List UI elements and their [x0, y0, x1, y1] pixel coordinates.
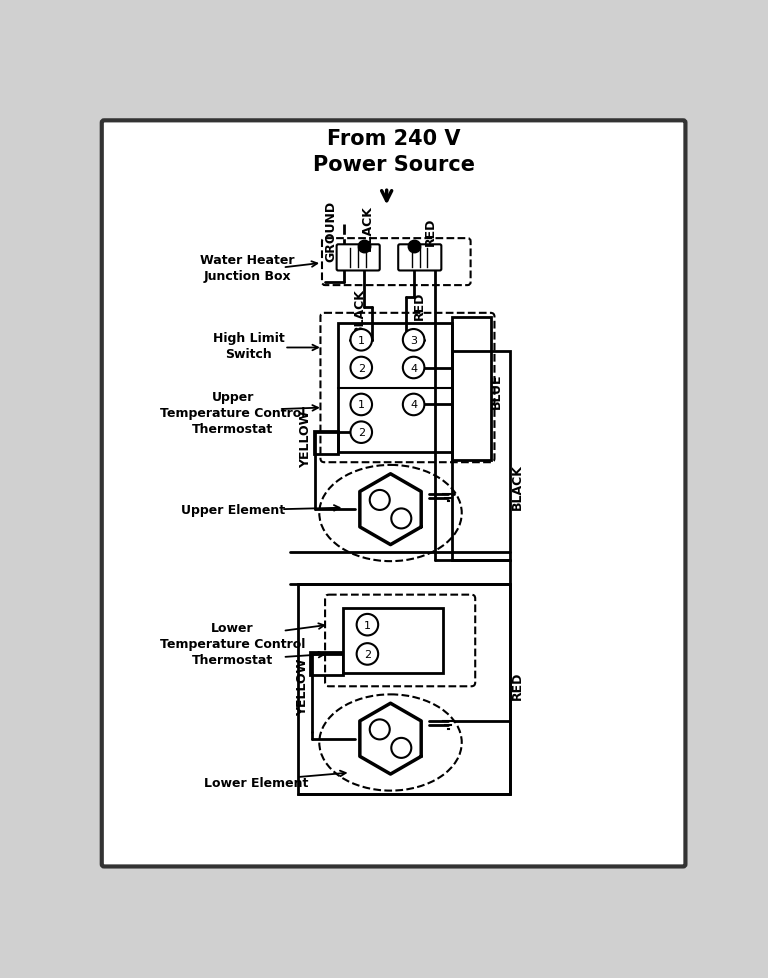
Text: 2: 2	[358, 363, 365, 374]
Bar	[298, 584, 510, 794]
Circle shape	[391, 738, 412, 758]
Circle shape	[350, 330, 372, 351]
Text: Lower Element: Lower Element	[204, 777, 308, 789]
Circle shape	[356, 644, 378, 665]
Text: 1: 1	[358, 400, 365, 410]
Bar	[310, 652, 343, 675]
Circle shape	[391, 509, 412, 529]
Text: RED: RED	[511, 671, 524, 699]
Circle shape	[356, 614, 378, 636]
Text: 2: 2	[358, 427, 365, 438]
Text: BLUE: BLUE	[490, 373, 503, 408]
Text: Water Heater
Junction Box: Water Heater Junction Box	[200, 253, 295, 283]
Circle shape	[403, 330, 425, 351]
Text: YELLOW: YELLOW	[296, 658, 310, 715]
Text: BLACK: BLACK	[353, 289, 366, 334]
Text: Upper
Temperature Control
Thermostat: Upper Temperature Control Thermostat	[160, 391, 306, 436]
Text: Upper Element: Upper Element	[180, 503, 285, 516]
Circle shape	[350, 422, 372, 443]
Circle shape	[369, 490, 389, 511]
Text: RED: RED	[424, 217, 437, 245]
Text: GROUND: GROUND	[324, 200, 337, 262]
Text: 1: 1	[364, 620, 371, 630]
Circle shape	[403, 394, 425, 416]
Text: 2: 2	[364, 649, 371, 659]
Text: RED: RED	[413, 291, 426, 320]
Text: YELLOW: YELLOW	[300, 410, 313, 467]
Bar	[313, 431, 338, 454]
Text: BLACK: BLACK	[361, 204, 374, 250]
FancyBboxPatch shape	[336, 245, 379, 271]
Bar	[452, 351, 510, 560]
Text: From 240 V
Power Source: From 240 V Power Source	[313, 129, 475, 175]
Bar	[343, 608, 443, 674]
Text: High Limit
Switch: High Limit Switch	[213, 333, 285, 361]
Circle shape	[350, 394, 372, 416]
Circle shape	[350, 357, 372, 378]
Text: 4: 4	[410, 363, 417, 374]
Text: Lower
Temperature Control
Thermostat: Lower Temperature Control Thermostat	[160, 622, 306, 667]
Bar	[452, 317, 491, 461]
FancyBboxPatch shape	[399, 245, 442, 271]
Circle shape	[369, 720, 389, 739]
FancyBboxPatch shape	[102, 121, 685, 867]
Text: 1: 1	[358, 335, 365, 345]
Circle shape	[403, 357, 425, 378]
Text: BLACK: BLACK	[511, 464, 524, 510]
Text: 4: 4	[410, 400, 417, 410]
Text: 3: 3	[410, 335, 417, 345]
Bar	[338, 324, 452, 453]
